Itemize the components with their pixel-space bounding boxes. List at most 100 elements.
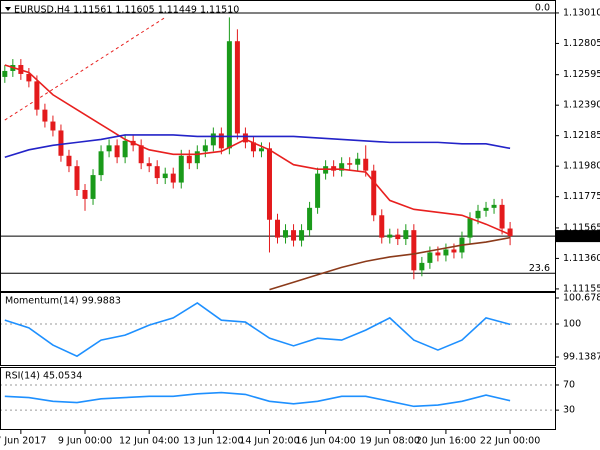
panel-1 [0,301,555,358]
candle-body [443,249,449,256]
y-tick-label: 1.12805 [563,38,600,49]
candle-body [427,252,433,263]
candle-body [82,189,88,199]
candle-body [419,262,425,271]
rsi-panel-frame [0,367,556,430]
candle-body [186,155,192,164]
y-tick-label: 1.11155 [563,283,600,294]
candle-body [379,215,385,238]
trendline [4,16,166,121]
candle-body [299,230,305,241]
y-tick-label: 30 [563,405,575,416]
candle-body [42,109,48,122]
candle-body [275,219,280,238]
indicator-line [4,134,511,159]
y-tick-label: 1.12185 [563,130,600,141]
rsi-title: RSI(14) 45.0534 [5,371,82,382]
fibo-level-label: 0.0 [535,2,550,13]
y-tick-label: 1.13010 [563,7,600,18]
candle-body [226,41,232,149]
y-tick-label: 99.1387 [563,352,600,363]
candle-body [122,140,128,158]
momentum-title: Momentum(14) 99.9883 [5,296,121,307]
candle-body [507,228,513,237]
candle-body [210,133,216,146]
candle-body [315,173,321,208]
x-tick-label: 16 Jun 04:00 [295,436,355,447]
candle-body [355,158,361,165]
candle-body [483,207,489,211]
candle-body [411,230,417,271]
candle-body [234,41,240,134]
y-tick-label: 1.12595 [563,69,600,80]
y-tick-label: 70 [563,379,575,390]
x-tick-label: 13 Jun 12:00 [183,436,243,447]
candle-body [170,173,176,183]
panel-0 [0,12,555,291]
x-tick-label: 14 Jun 20:00 [239,436,299,447]
x-tick-label: 22 Jun 00:00 [480,436,540,447]
candle-body [347,163,353,165]
candle-body [50,121,56,131]
candle-body [138,145,144,164]
candle-body [475,210,481,219]
candle-body [435,252,441,256]
candle-body [194,151,200,164]
candle-body [98,151,104,176]
y-tick-label: 100 [563,318,581,329]
candle-body [451,249,457,253]
candle-body [202,145,208,152]
candle-body [162,173,168,179]
current-price-label: 1.11510 [559,231,598,242]
candle-body [363,158,369,171]
candle-body [491,204,497,208]
candle-body [34,81,40,110]
x-tick-label: 9 Jun 00:00 [58,436,112,447]
candle-body [154,166,160,179]
candle-body [467,218,473,238]
symbol-menu-arrow[interactable] [5,7,11,11]
candle-body [90,175,96,199]
candle-body [250,142,256,152]
candle-body [395,234,401,240]
main-panel-frame [0,0,556,292]
candle-body [26,73,32,82]
x-tick-label: 20 Jun 16:00 [416,436,476,447]
candle-body [283,230,289,238]
candle-body [178,155,184,183]
panel-2 [0,384,555,411]
candle-body [106,145,112,152]
candle-body [499,204,505,229]
y-tick-label: 1.11980 [563,161,600,172]
y-tick-label: 100.6783 [563,293,600,304]
indicator-line [269,236,511,291]
candle-body [371,170,377,216]
candle-body [218,133,224,149]
candle-body [58,130,64,156]
y-tick-label: 1.11775 [563,191,600,202]
y-tick-label: 1.12390 [563,100,600,111]
x-tick-label: 19 Jun 08:00 [360,436,420,447]
candle-body [266,148,272,220]
indicator-line [4,64,511,236]
fibo-level-label: 23.6 [529,263,550,274]
candle-body [387,234,393,238]
candle-body [114,145,120,158]
indicator-line [4,391,511,408]
candle-body [146,163,152,167]
candle-body [403,230,409,240]
candle-body [2,70,8,77]
y-tick-label: 1.11360 [563,253,600,264]
candle-body [291,230,297,241]
candle-body [66,155,72,167]
indicator-line [4,301,511,358]
current-price-tag [556,230,600,243]
candle-body [74,166,80,190]
momentum-panel-frame [0,292,556,366]
main-title: EURUSD,H4 1.11561 1.11605 1.11449 1.1151… [14,5,239,16]
candle-body [339,163,345,171]
y-tick-label: 1.11565 [563,222,600,233]
layers [0,12,555,411]
x-tick-label: 7 Jun 2017 [0,436,46,447]
